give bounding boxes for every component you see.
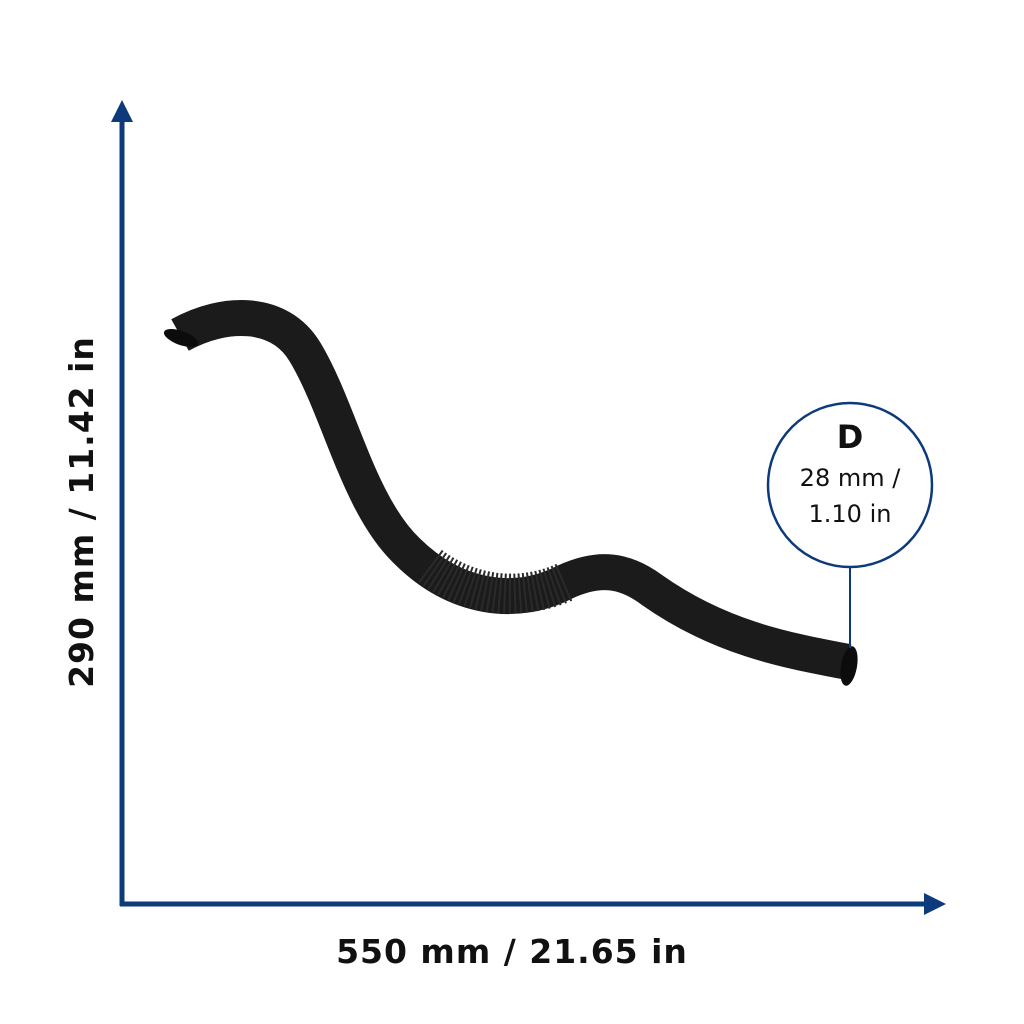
width-label: 550 mm / 21.65 in xyxy=(336,932,688,971)
hose xyxy=(163,300,858,686)
diameter-value: 28 mm / xyxy=(800,464,902,492)
diameter-label: D xyxy=(837,418,864,456)
callout-circle xyxy=(766,401,934,569)
width-arrow xyxy=(924,893,946,915)
height-label: 290 mm / 11.42 in xyxy=(62,336,101,688)
diameter-value: 1.10 in xyxy=(809,500,892,528)
height-arrow xyxy=(111,100,133,122)
